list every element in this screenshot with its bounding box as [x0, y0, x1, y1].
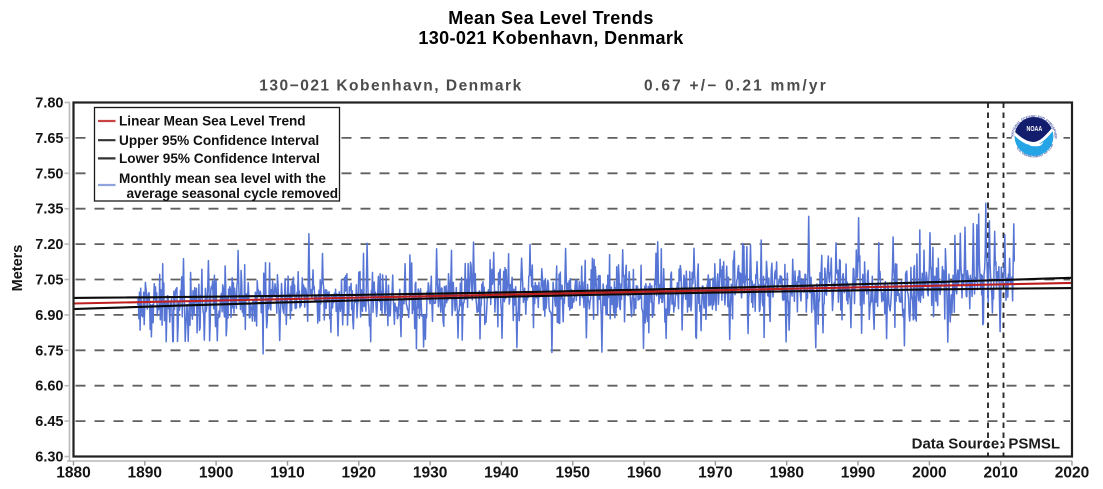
- svg-text:Monthly mean sea level with th: Monthly mean sea level with the: [119, 171, 326, 186]
- svg-text:0.67 +/− 0.21 mm/yr: 0.67 +/− 0.21 mm/yr: [644, 78, 828, 95]
- svg-text:1950: 1950: [556, 465, 590, 482]
- svg-text:7.35: 7.35: [35, 202, 63, 218]
- svg-text:Linear Mean Sea Level Trend: Linear Mean Sea Level Trend: [119, 114, 306, 129]
- svg-text:6.60: 6.60: [35, 379, 63, 395]
- svg-text:2000: 2000: [912, 465, 946, 482]
- svg-text:7.65: 7.65: [35, 131, 63, 147]
- svg-text:6.45: 6.45: [35, 414, 63, 430]
- svg-text:1930: 1930: [413, 465, 447, 482]
- svg-text:2020: 2020: [1055, 465, 1089, 482]
- svg-text:1990: 1990: [841, 465, 875, 482]
- svg-text:Data Source: PSMSL: Data Source: PSMSL: [912, 436, 1060, 453]
- svg-text:130-021 Kobenhavn, Denmark: 130-021 Kobenhavn, Denmark: [418, 28, 684, 48]
- svg-text:1960: 1960: [627, 465, 661, 482]
- svg-text:average seasonal cycle removed: average seasonal cycle removed: [127, 186, 339, 201]
- svg-text:6.30: 6.30: [35, 450, 63, 466]
- svg-text:2010: 2010: [983, 465, 1017, 482]
- svg-text:1940: 1940: [484, 465, 518, 482]
- svg-text:7.80: 7.80: [35, 96, 63, 112]
- svg-text:6.90: 6.90: [35, 308, 63, 324]
- svg-text:7.20: 7.20: [35, 237, 63, 253]
- svg-text:130−021 Kobenhavn, Denmark: 130−021 Kobenhavn, Denmark: [259, 78, 522, 95]
- svg-text:Upper 95% Confidence Interval: Upper 95% Confidence Interval: [119, 133, 319, 148]
- svg-text:1980: 1980: [769, 465, 803, 482]
- svg-text:7.50: 7.50: [35, 166, 63, 182]
- svg-text:1910: 1910: [270, 465, 304, 482]
- svg-text:Mean Sea Level Trends: Mean Sea Level Trends: [448, 8, 653, 28]
- svg-text:7.05: 7.05: [35, 273, 63, 289]
- svg-text:Lower 95% Confidence Interval: Lower 95% Confidence Interval: [119, 151, 320, 166]
- svg-text:NOAA: NOAA: [1027, 126, 1043, 133]
- svg-text:Meters: Meters: [10, 245, 26, 292]
- svg-text:1970: 1970: [698, 465, 732, 482]
- svg-text:1890: 1890: [128, 465, 162, 482]
- svg-text:1900: 1900: [199, 465, 233, 482]
- svg-text:1920: 1920: [342, 465, 376, 482]
- svg-text:6.75: 6.75: [35, 343, 63, 359]
- svg-text:1880: 1880: [56, 465, 90, 482]
